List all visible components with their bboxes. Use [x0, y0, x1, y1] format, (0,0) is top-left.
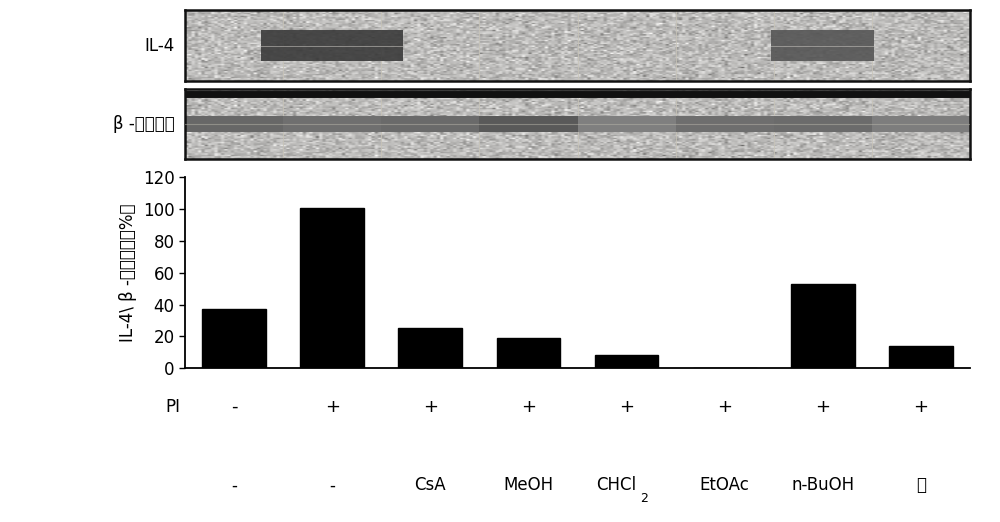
Bar [791, 284, 855, 368]
Bar [202, 309, 266, 368]
Text: MeOH: MeOH [503, 477, 553, 494]
Bar [497, 338, 560, 368]
Text: EtOAc: EtOAc [700, 477, 750, 494]
Text: -: - [231, 477, 237, 494]
Text: -: - [329, 477, 335, 494]
Text: +: + [717, 398, 732, 416]
Text: -: - [231, 398, 237, 416]
Bar [595, 355, 658, 368]
Text: +: + [619, 398, 634, 416]
Text: PI: PI [165, 398, 180, 416]
Text: β -肌动蛋白: β -肌动蛋白 [113, 115, 175, 133]
Text: n-BuOH: n-BuOH [791, 477, 854, 494]
Text: IL-4: IL-4 [145, 37, 175, 55]
Bar [889, 346, 953, 368]
Bar [300, 208, 364, 368]
Text: +: + [325, 398, 340, 416]
Text: +: + [815, 398, 830, 416]
Text: CsA: CsA [415, 477, 446, 494]
Text: 水: 水 [916, 477, 926, 494]
Text: +: + [521, 398, 536, 416]
Bar [398, 328, 462, 368]
Y-axis label: IL-4\ β -肌动蛋白（%）: IL-4\ β -肌动蛋白（%） [119, 204, 137, 342]
Text: +: + [913, 398, 928, 416]
Text: 2: 2 [641, 492, 648, 505]
Text: CHCl: CHCl [596, 477, 637, 494]
Text: +: + [423, 398, 438, 416]
